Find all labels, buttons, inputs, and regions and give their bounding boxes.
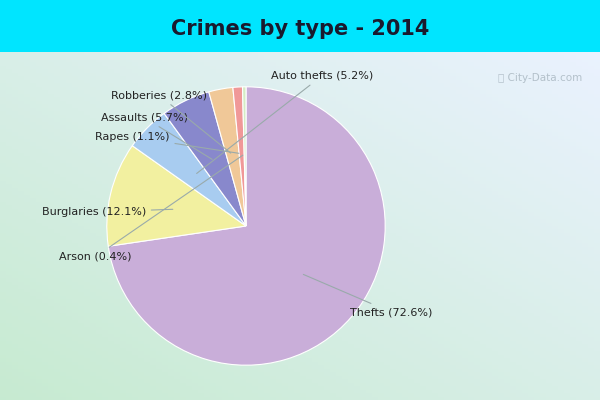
Text: ⓘ City-Data.com: ⓘ City-Data.com xyxy=(498,73,582,83)
Wedge shape xyxy=(107,146,246,246)
Text: Rapes (1.1%): Rapes (1.1%) xyxy=(95,132,239,153)
Text: Assaults (5.7%): Assaults (5.7%) xyxy=(101,112,212,159)
Text: Crimes by type - 2014: Crimes by type - 2014 xyxy=(171,18,429,39)
Text: Thefts (72.6%): Thefts (72.6%) xyxy=(304,274,433,317)
Text: Burglaries (12.1%): Burglaries (12.1%) xyxy=(41,207,173,217)
Wedge shape xyxy=(242,87,246,226)
Wedge shape xyxy=(209,88,246,226)
Wedge shape xyxy=(164,92,246,226)
Text: Arson (0.4%): Arson (0.4%) xyxy=(59,155,243,262)
Wedge shape xyxy=(233,87,246,226)
Text: Robberies (2.8%): Robberies (2.8%) xyxy=(111,90,231,153)
Text: Auto thefts (5.2%): Auto thefts (5.2%) xyxy=(197,71,373,174)
Wedge shape xyxy=(132,114,246,226)
Wedge shape xyxy=(108,87,385,365)
